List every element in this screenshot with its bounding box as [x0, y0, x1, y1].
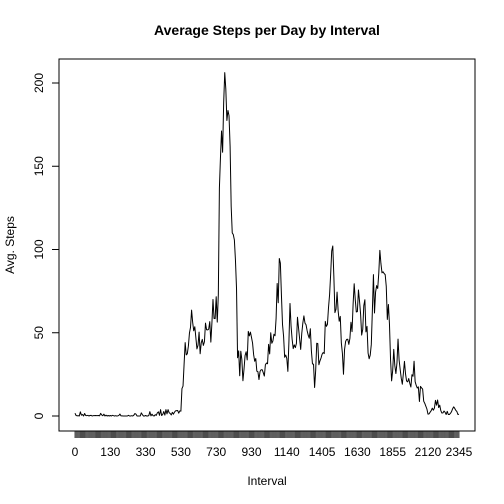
x-tick-label: 530: [171, 445, 191, 459]
series-layer: [74, 72, 460, 417]
x-tick-label: 1630: [344, 445, 371, 459]
y-axis: 0 50 100 150 200: [32, 73, 60, 419]
x-axis: 0 130 330 530 730 930 1140 1405 1630 1855 2120 2345: [72, 430, 473, 459]
x-axis-label: Interval: [247, 474, 286, 488]
x-tick-label: 1405: [309, 445, 336, 459]
chart-title: Average Steps per Day by Interval: [154, 22, 380, 38]
y-tick-label: 200: [32, 73, 46, 93]
y-tick-label: 0: [32, 412, 46, 419]
x-tick-label: 2120: [415, 445, 442, 459]
y-axis-label: Avg. Steps: [3, 216, 17, 274]
x-tick-label: 1140: [274, 445, 300, 459]
x-tick-label: 130: [100, 445, 120, 459]
x-tick-label: 330: [136, 445, 156, 459]
x-tick-label: 730: [206, 445, 226, 459]
y-tick-label: 50: [32, 326, 46, 340]
x-tick-label: 930: [241, 445, 261, 459]
x-tick-label: 1855: [379, 445, 406, 459]
x-tick-label: 0: [72, 445, 79, 459]
x-tick-label: 2345: [446, 445, 473, 459]
y-tick-label: 150: [32, 156, 46, 176]
y-tick-label: 100: [32, 239, 46, 259]
series-line: [74, 72, 460, 417]
